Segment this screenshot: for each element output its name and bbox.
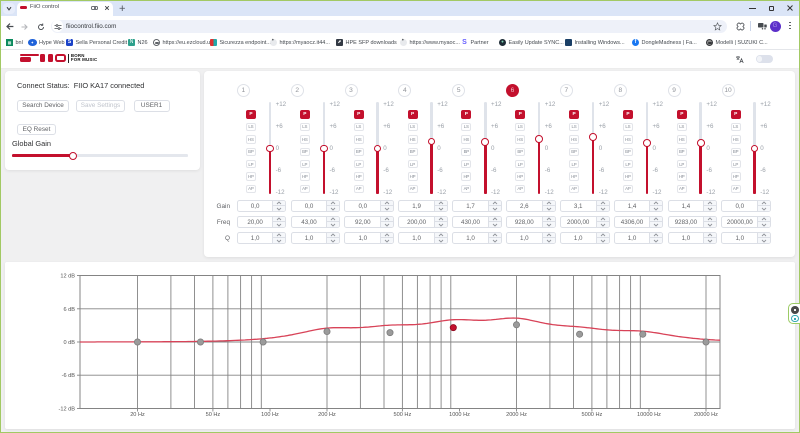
- svg-text:1000 Hz: 1000 Hz: [449, 412, 470, 418]
- svg-text:5000 Hz: 5000 Hz: [581, 412, 602, 418]
- svg-text:12 dB: 12 dB: [60, 274, 75, 280]
- svg-text:10000 Hz: 10000 Hz: [637, 412, 661, 418]
- svg-text:200 Hz: 200 Hz: [318, 412, 336, 418]
- svg-text:100 Hz: 100 Hz: [261, 412, 279, 418]
- svg-text:0 dB: 0 dB: [63, 340, 75, 346]
- svg-text:20000 Hz: 20000 Hz: [694, 412, 718, 418]
- svg-text:500 Hz: 500 Hz: [394, 412, 412, 418]
- svg-text:-12 dB: -12 dB: [59, 407, 76, 413]
- svg-text:-6 dB: -6 dB: [62, 373, 76, 379]
- svg-text:6 dB: 6 dB: [63, 307, 75, 313]
- svg-text:50 Hz: 50 Hz: [206, 412, 221, 418]
- svg-text:2000 Hz: 2000 Hz: [506, 412, 527, 418]
- svg-text:20 Hz: 20 Hz: [130, 412, 145, 418]
